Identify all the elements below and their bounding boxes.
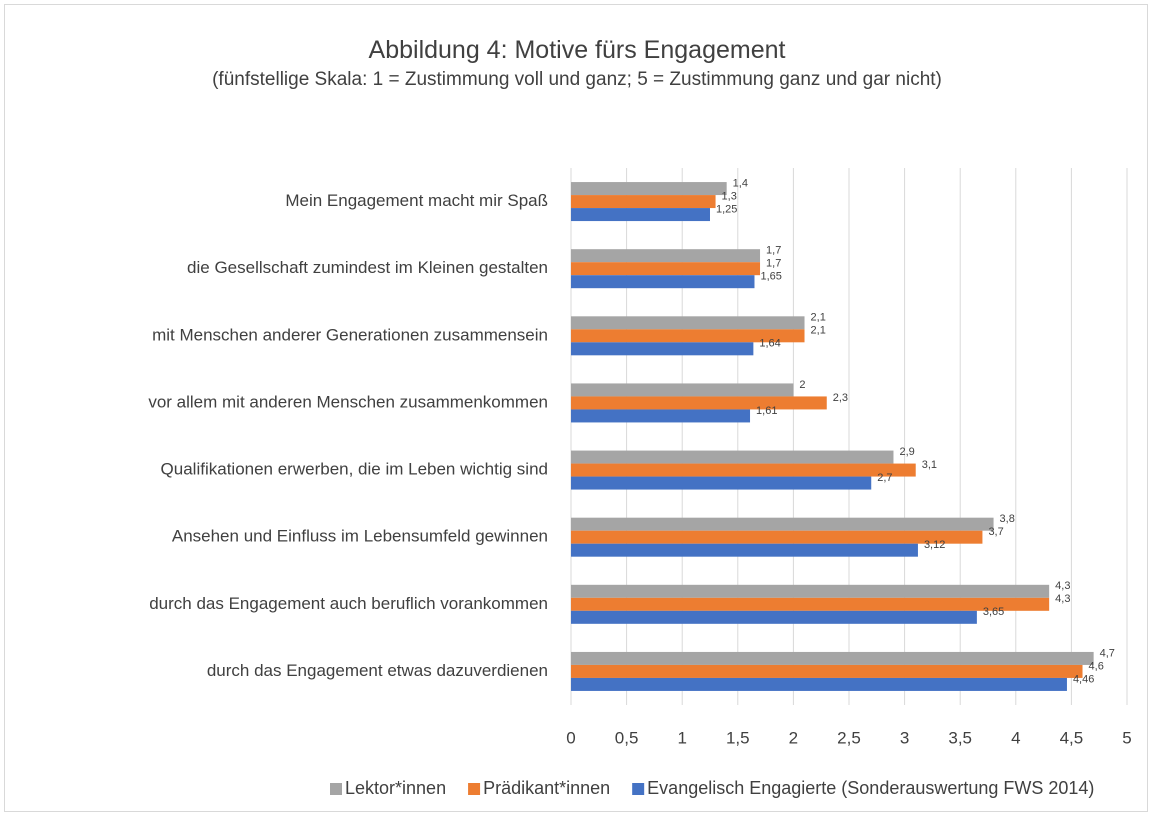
legend-label: Prädikant*innen: [483, 778, 610, 798]
x-tick-label: 3,5: [948, 728, 972, 747]
value-label: 1,7: [766, 258, 781, 270]
value-label: 4,3: [1055, 580, 1070, 592]
value-label: 2,1: [811, 325, 826, 337]
value-label: 1,64: [759, 338, 780, 350]
bar: [571, 476, 872, 490]
legend-label: Evangelisch Engagierte (Sonderauswertung…: [647, 778, 1094, 798]
value-label: 1,61: [756, 405, 777, 417]
value-label: 1,4: [733, 177, 748, 189]
value-label: 2,9: [899, 446, 914, 458]
bar: [571, 584, 1050, 598]
y-tick-label: vor allem mit anderen Menschen zusammenk…: [148, 392, 548, 411]
legend-swatch: [330, 783, 342, 795]
bar: [571, 383, 794, 397]
x-tick-label: 2: [789, 728, 798, 747]
x-tick-label: 0: [566, 728, 575, 747]
legend-label: Lektor*innen: [345, 778, 446, 798]
bar: [571, 249, 761, 263]
bar: [571, 664, 1083, 678]
bar: [571, 329, 805, 343]
value-label: 3,8: [1000, 513, 1015, 525]
header: Abbildung 4: Motive fürs Engagement (fün…: [127, 34, 1027, 94]
value-label: 3,1: [922, 459, 937, 471]
bar: [571, 450, 894, 464]
bar: [571, 651, 1094, 665]
bar: [571, 530, 983, 544]
chart-title: Abbildung 4: Motive fürs Engagement: [368, 36, 786, 64]
chart-border: [4, 4, 1148, 812]
value-label: 1,25: [716, 203, 737, 215]
value-label: 2,3: [833, 392, 848, 404]
bar: [571, 543, 918, 557]
bar: [571, 195, 716, 209]
value-label: 4,46: [1073, 673, 1094, 685]
value-label: 1,3: [722, 190, 737, 202]
value-label: 2: [799, 379, 805, 391]
value-label: 4,7: [1100, 647, 1115, 659]
value-label: 1,7: [766, 245, 781, 257]
y-tick-label: Ansehen und Einfluss im Lebensumfeld gew…: [172, 527, 548, 546]
bar: [571, 409, 751, 423]
bar: [571, 463, 916, 477]
bar: [571, 208, 710, 222]
bar: [571, 396, 827, 410]
y-tick-label: die Gesellschaft zumindest im Kleinen ge…: [187, 258, 548, 277]
value-label: 3,12: [924, 539, 945, 551]
bar: [571, 677, 1067, 691]
bar: [571, 342, 754, 356]
legend-swatch: [632, 783, 645, 795]
x-tick-label: 1: [677, 728, 686, 747]
chart-subtitle: (fünfstellige Skala: 1 = Zustimmung voll…: [212, 69, 942, 90]
value-label: 1,65: [760, 271, 781, 283]
y-tick-label: Mein Engagement macht mir Spaß: [285, 191, 548, 210]
bar: [571, 262, 761, 276]
value-label: 3,65: [983, 606, 1004, 618]
y-tick-label: mit Menschen anderer Generationen zusamm…: [152, 325, 548, 344]
value-label: 4,6: [1089, 660, 1104, 672]
value-label: 4,3: [1055, 593, 1070, 605]
x-tick-label: 4: [1011, 728, 1020, 747]
bar: [571, 610, 977, 624]
bar: [571, 517, 994, 531]
bar: [571, 316, 805, 330]
bar: [571, 275, 755, 289]
y-tick-label: durch das Engagement etwas dazuverdienen: [207, 661, 548, 680]
bar: [571, 182, 727, 196]
legend-swatch: [468, 783, 481, 795]
x-tick-label: 2,5: [837, 728, 861, 747]
x-tick-label: 5: [1122, 728, 1131, 747]
x-tick-label: 0,5: [615, 728, 639, 747]
value-label: 2,1: [811, 312, 826, 324]
y-tick-label: durch das Engagement auch beruflich vora…: [149, 594, 548, 613]
x-tick-label: 4,5: [1060, 728, 1084, 747]
value-label: 2,7: [877, 472, 892, 484]
x-tick-label: 3: [900, 728, 909, 747]
bar: [571, 597, 1050, 611]
value-label: 3,7: [988, 526, 1003, 538]
y-tick-label: Qualifikationen erwerben, die im Leben w…: [161, 460, 548, 479]
x-tick-label: 1,5: [726, 728, 750, 747]
